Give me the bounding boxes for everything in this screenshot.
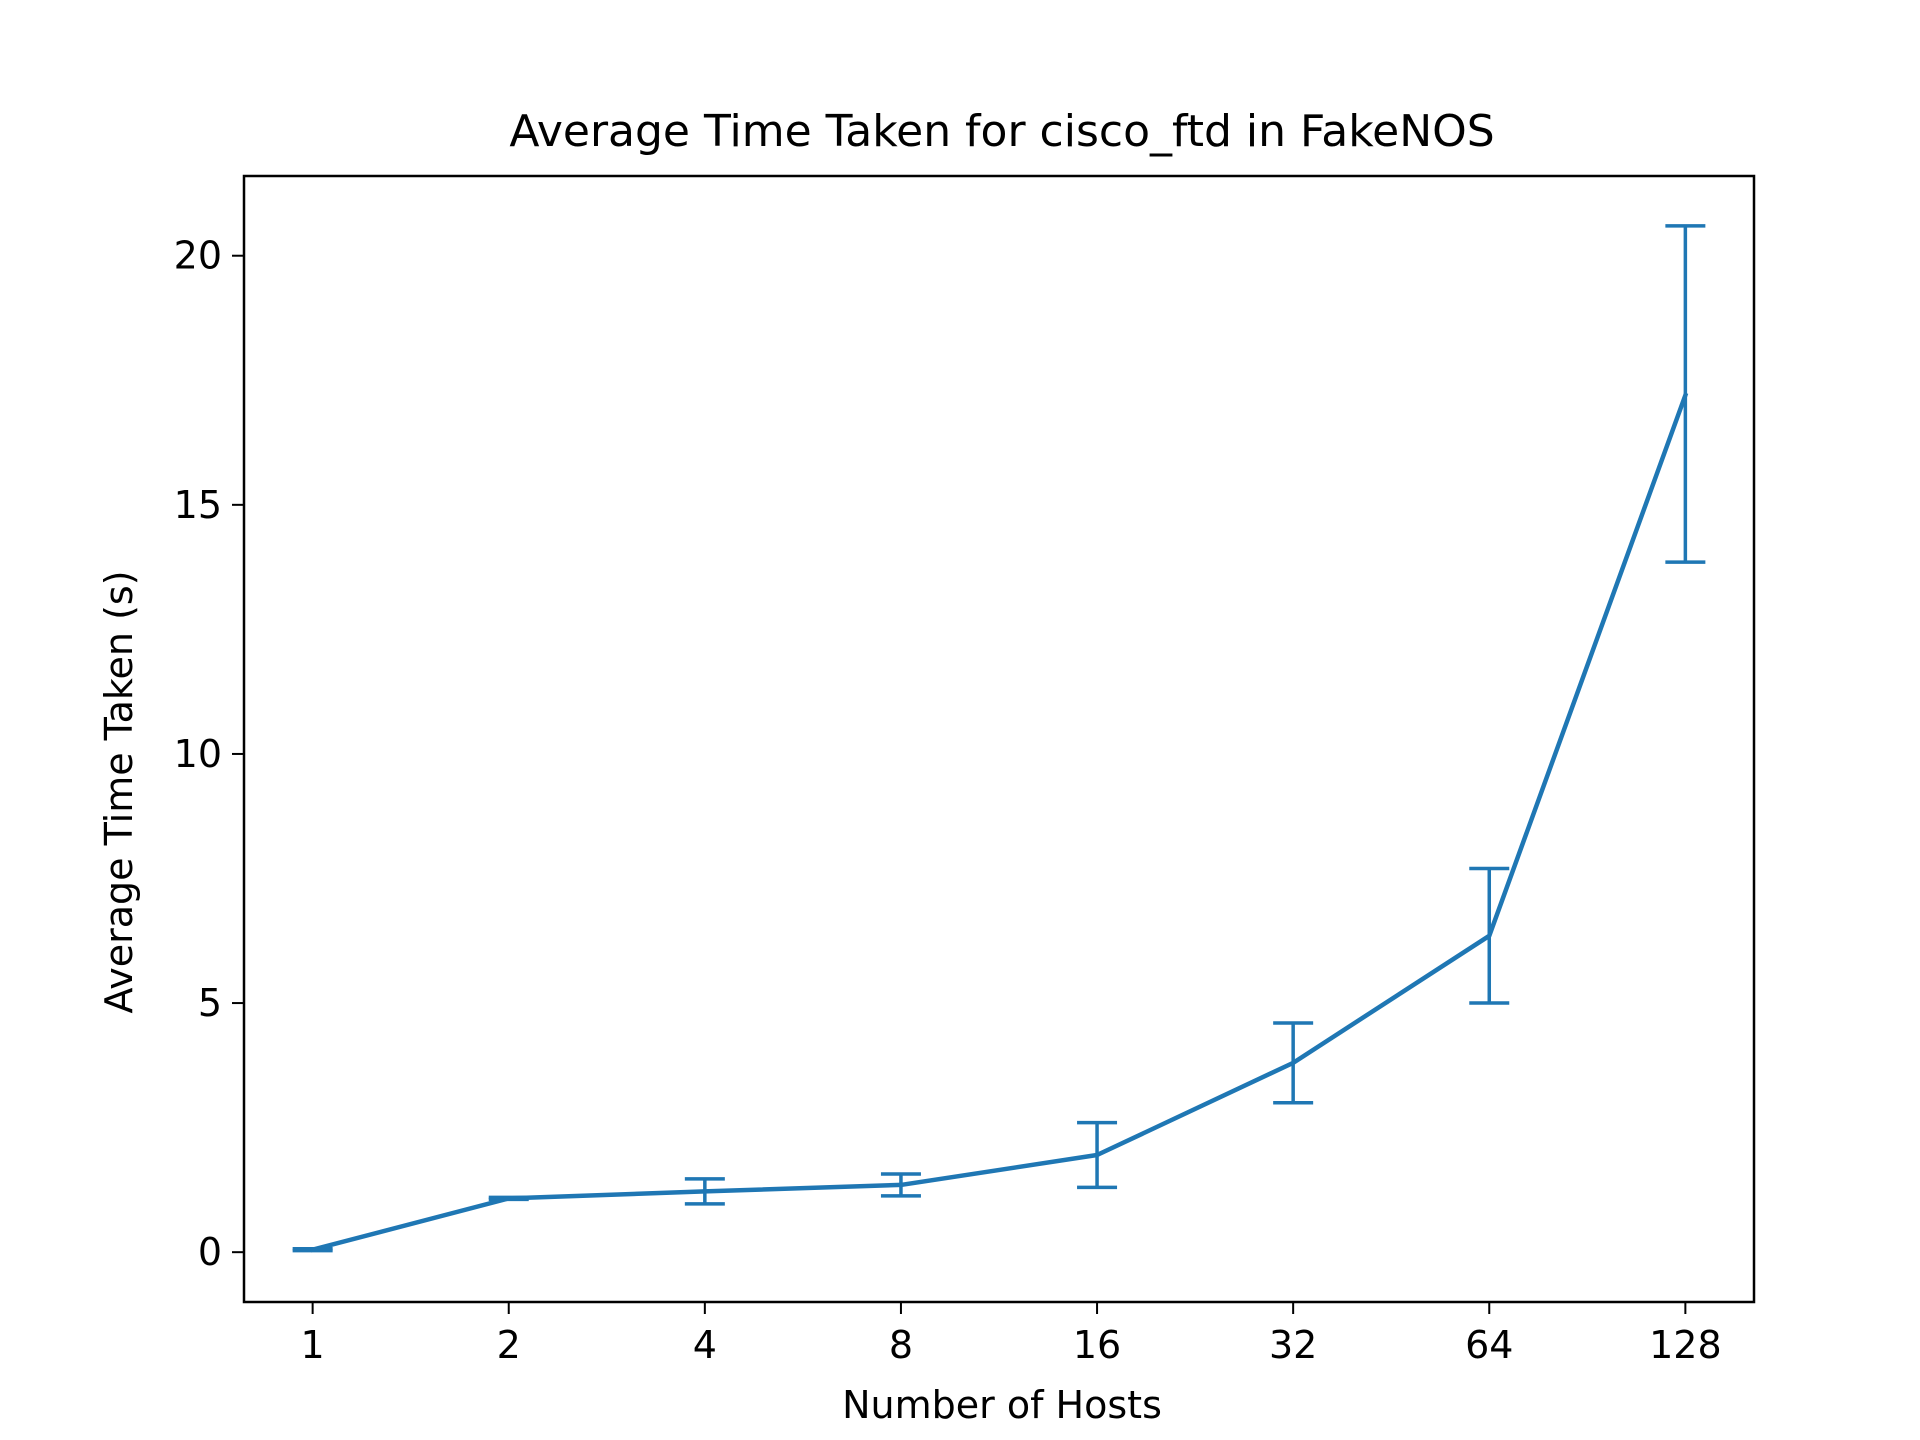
y-tick-label: 20 [174,234,222,278]
y-tick-label: 0 [198,1230,222,1274]
plot-area: 1 2 4 8 16 32 64 128 0 5 10 15 20 [174,224,1722,1367]
y-tick-label: 15 [174,483,222,527]
x-tick-label: 128 [1649,1323,1722,1367]
x-tick-label: 1 [301,1323,325,1367]
x-tick-label: 32 [1269,1323,1317,1367]
x-tick-label: 64 [1465,1323,1513,1367]
x-tick-label: 4 [693,1323,717,1367]
y-tick-label: 10 [174,732,222,776]
x-tick-label: 16 [1073,1323,1121,1367]
x-tick-label: 8 [889,1323,913,1367]
plot-frame [242,174,1756,1304]
y-axis-label: Average Time Taken (s) [97,570,141,1013]
chart-title: Average Time Taken for cisco_ftd in Fake… [509,106,1494,157]
y-tick-label: 5 [198,981,222,1025]
x-axis-label: Number of Hosts [842,1383,1162,1427]
x-tick-label: 2 [497,1323,521,1367]
series-line [309,392,1689,1253]
